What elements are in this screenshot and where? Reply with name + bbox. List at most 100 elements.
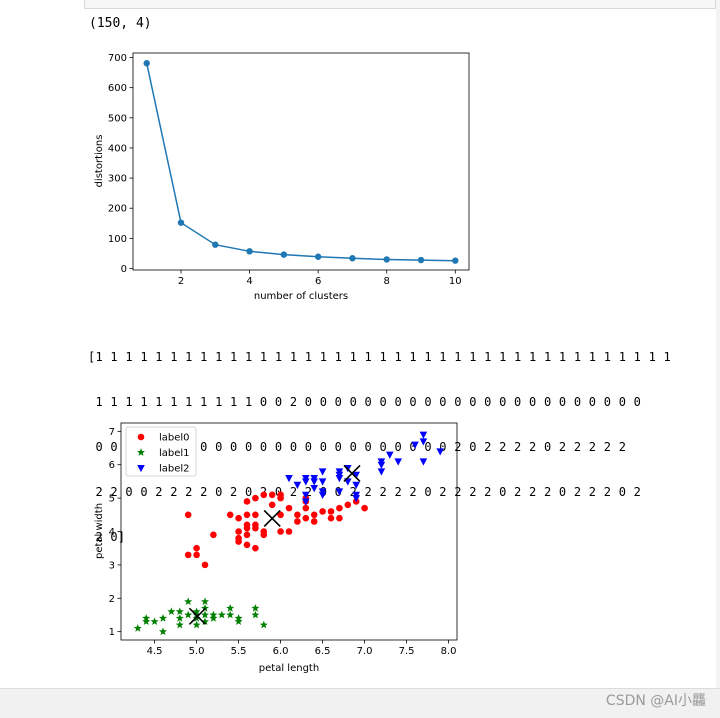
label1-point: [201, 597, 209, 605]
label1-point: [226, 604, 235, 612]
label2-point: [377, 468, 386, 476]
elbow-y-tick-label: 600: [108, 83, 127, 94]
label0-point: [193, 544, 200, 552]
label0-point: [277, 494, 284, 502]
scatter-x-tick-label: 5.0: [189, 646, 205, 657]
label2-point: [419, 431, 428, 439]
elbow-point: [349, 255, 356, 262]
elbow-x-tick-label: 10: [449, 276, 462, 287]
label0-point: [252, 544, 259, 552]
label0-point: [260, 531, 268, 539]
scatter-y-tick-label: 3: [109, 560, 115, 571]
label0-point: [243, 524, 251, 532]
scatter-x-tick-label: 5.5: [231, 646, 247, 657]
label2-point: [352, 471, 360, 479]
label2-point: [302, 491, 310, 499]
scatter-x-tick-label: 7.0: [357, 646, 373, 657]
label0-point: [285, 528, 293, 535]
label0-point: [277, 511, 284, 519]
elbow-point: [280, 251, 288, 258]
label0-point: [243, 498, 251, 505]
elbow-x-tick-label: 6: [315, 276, 321, 287]
label2-point: [386, 451, 394, 459]
label0-point: [361, 504, 368, 512]
elbow-series-line: [145, 63, 456, 262]
legend-label: label0: [159, 433, 190, 444]
array-line: 2 0]: [88, 530, 126, 544]
legend-marker-label0: [137, 433, 145, 441]
label1-point: [251, 604, 260, 612]
bottom-bar: [0, 688, 720, 718]
shape-output: (150, 4): [89, 16, 152, 31]
label0-point: [327, 514, 335, 522]
label0-point: [252, 511, 259, 519]
label0-point: [344, 501, 352, 509]
label2-point: [352, 481, 360, 489]
elbow-point: [383, 256, 390, 263]
label0-point: [184, 511, 192, 519]
elbow-x-tick-label: 2: [178, 276, 184, 287]
scatter-x-tick-label: 6.5: [315, 646, 331, 657]
label0-point: [243, 511, 251, 519]
elbow-y-tick-label: 0: [121, 264, 127, 275]
scatter-legend: label0 label1 label2: [125, 426, 197, 477]
label0-point: [336, 504, 343, 512]
label1-point: [159, 627, 167, 636]
elbow-x-tick-label: 4: [246, 276, 252, 287]
label0-point: [268, 501, 276, 509]
label2-point: [335, 488, 344, 496]
label2-point: [310, 478, 318, 486]
scatter-x-tick-label: 8.0: [441, 646, 457, 657]
label1-point: [201, 610, 209, 619]
elbow-y-tick-label: 400: [108, 143, 127, 154]
label2-point: [293, 481, 302, 489]
scatter-y-tick-label: 6: [109, 460, 115, 471]
label2-point: [335, 475, 344, 483]
elbow-x-tick-label: 8: [384, 276, 390, 287]
elbow-point: [246, 248, 253, 255]
label1-point: [150, 617, 159, 625]
array-line: 1 1 1 1 1 1 1 1 1 1 1 0 0 2 0 0 0 0 0 0 …: [88, 395, 642, 409]
label0-point: [268, 491, 276, 499]
centroid-marker: [343, 464, 361, 482]
legend-box: [125, 426, 197, 477]
label0-point: [319, 508, 326, 515]
elbow-y-tick-label: 200: [108, 204, 127, 215]
label0-point: [235, 528, 242, 535]
label2-point: [285, 475, 293, 483]
label1-point: [133, 624, 142, 632]
legend-label: label1: [159, 448, 190, 459]
label0-point: [285, 504, 293, 512]
label0-point: [252, 524, 259, 532]
elbow-y-tick-label: 300: [108, 174, 127, 185]
label0-point: [235, 514, 242, 522]
label0-point: [252, 494, 259, 502]
labels-array-output: [1 1 1 1 1 1 1 1 1 1 1 1 1 1 1 1 1 1 1 1…: [88, 320, 671, 560]
elbow-y-tick-label: 500: [108, 113, 127, 124]
label1-point: [167, 607, 176, 615]
label1-point: [259, 620, 268, 629]
elbow-point: [314, 253, 322, 260]
label2-point: [377, 458, 386, 466]
label1-point: [159, 614, 167, 622]
scatter-x-axis-label: petal length: [259, 663, 319, 674]
label0-point: [327, 508, 335, 515]
label0-point: [260, 491, 268, 499]
label2-point: [411, 441, 419, 449]
label0-point: [302, 514, 310, 522]
csdn-watermark: CSDN @AI小龘: [605, 693, 706, 709]
label0-point: [235, 538, 242, 545]
previous-cell-border: [84, 0, 716, 9]
vertical-scrollbar[interactable]: [716, 0, 720, 688]
scatter-x-tick-label: 4.5: [147, 646, 163, 657]
scatter-y-axis-label: petal width: [94, 503, 105, 559]
label0-point: [294, 518, 301, 525]
label1-point: [175, 607, 184, 615]
scatter-x-tick-label: 7.5: [399, 646, 415, 657]
elbow-point: [177, 219, 185, 226]
array-line: [1 1 1 1 1 1 1 1 1 1 1 1 1 1 1 1 1 1 1 1…: [88, 350, 672, 364]
label1-point: [251, 610, 260, 619]
label1-point: [184, 610, 193, 619]
